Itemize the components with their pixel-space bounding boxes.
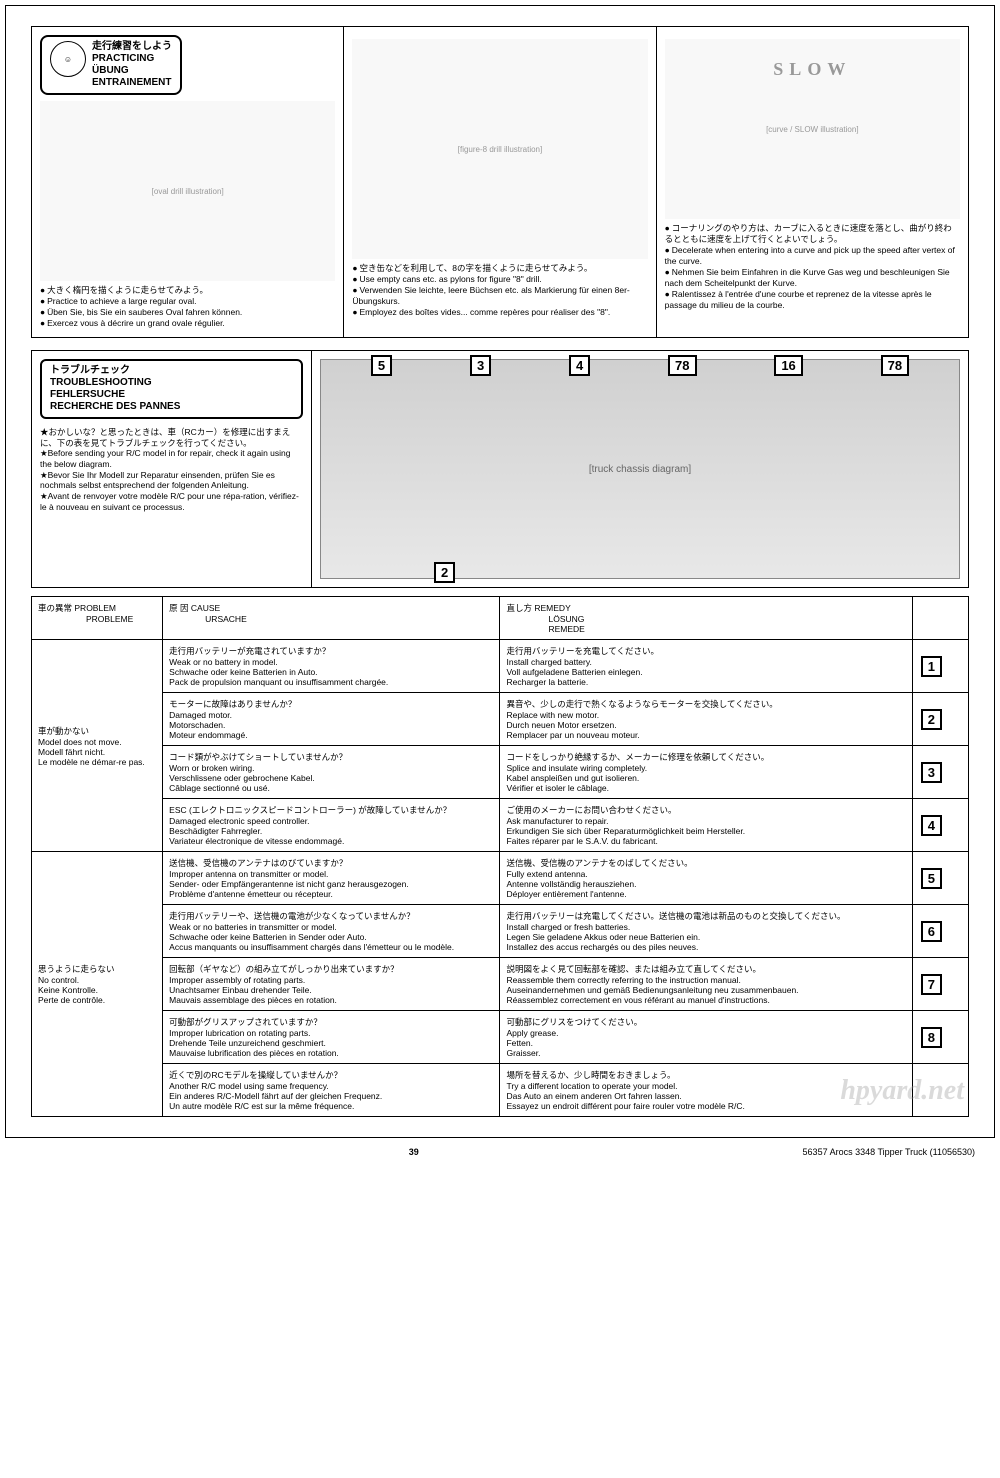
practice-fr: ENTRAINEMENT (92, 77, 172, 89)
boy-icon: ☺ (50, 41, 86, 77)
remedy-cell: 可動部にグリスをつけてください。Apply grease.Fetten.Grai… (500, 1011, 912, 1064)
remedy-cell: 走行用バッテリーは充電してください。送信機の電池は新品のものと交換してください。… (500, 905, 912, 958)
cause-cell: コード類がやぶけてショートしていませんか？Worn or broken wiri… (163, 746, 500, 799)
num-cell: 4 (912, 799, 968, 852)
num-cell (912, 1064, 968, 1117)
practice-jp: 走行練習をしよう (92, 41, 172, 53)
oval-drill-drawing: [oval drill illustration] (40, 101, 335, 281)
table-row: 車が動かないModel does not move.Modell fährt n… (32, 640, 969, 693)
cause-cell: 可動部がグリスアップされていますか？Improper lubrication o… (163, 1011, 500, 1064)
th-remedy: 直し方 REMEDY LÖSUNG REMEDE (500, 597, 912, 640)
num-cell: 5 (912, 852, 968, 905)
remedy-cell: 異音や、少しの走行で熱くなるようならモーターを交換してください。Replace … (500, 693, 912, 746)
footer: 39 56357 Arocs 3348 Tipper Truck (110565… (0, 1143, 1000, 1167)
num-cell: 7 (912, 958, 968, 1011)
troubleshoot-section: トラブルチェック TROUBLESHOOTING FEHLERSUCHE REC… (31, 350, 969, 588)
num-cell: 6 (912, 905, 968, 958)
num-cell: 2 (912, 693, 968, 746)
chassis-drawing: [truck chassis diagram] (320, 359, 960, 579)
curve-drawing: SLOW [curve / SLOW illustration] (665, 39, 960, 219)
cause-cell: ESC (エレクトロニックスピードコントローラー) が故障していませんか？Dam… (163, 799, 500, 852)
cause-cell: 走行用バッテリーや、送信機の電池が少なくなっていませんか？Weak or no … (163, 905, 500, 958)
troubleshoot-header: トラブルチェック TROUBLESHOOTING FEHLERSUCHE REC… (40, 359, 303, 419)
table-row: モーターに故障はありませんか？Damaged motor.Motorschade… (32, 693, 969, 746)
practice-header: ☺ 走行練習をしよう PRACTICING ÜBUNG ENTRAINEMENT (40, 35, 182, 95)
troubleshoot-table: 車の異常 PROBLEM PROBLEME 原 因 CAUSE URSACHE … (31, 596, 969, 1117)
remedy-cell: 場所を替えるか、少し時間をおきましょう。Try a different loca… (500, 1064, 912, 1117)
slow-text: SLOW (773, 59, 851, 80)
cause-cell: 走行用バッテリーが充電されていますか？Weak or no battery in… (163, 640, 500, 693)
figure8-drawing: [figure-8 drill illustration] (352, 39, 647, 259)
table-row: 可動部がグリスアップされていますか？Improper lubrication o… (32, 1011, 969, 1064)
num-cell: 1 (912, 640, 968, 693)
remedy-cell: 説明図をよく見て回転部を確認、または組み立て直してください。Reassemble… (500, 958, 912, 1011)
table-row: コード類がやぶけてショートしていませんか？Worn or broken wiri… (32, 746, 969, 799)
troubleshoot-intro: ★おかしいな？と思ったときは、車（RCカー）を修理に出すまえに、下の表を見てトラ… (32, 427, 311, 520)
table-row: 近くで別のRCモデルを操縦していませんか？Another R/C model u… (32, 1064, 969, 1117)
col2-bullets: 空き缶などを利用して、8の字を描くように走らせてみよう。 Use empty c… (352, 263, 647, 318)
remedy-cell: 送信機、受信機のアンテナをのばしてください。Fully extend anten… (500, 852, 912, 905)
th-problem: 車の異常 PROBLEM PROBLEME (32, 597, 163, 640)
practice-en: PRACTICING (92, 53, 172, 65)
practice-de: ÜBUNG (92, 65, 172, 77)
practice-section: ☺ 走行練習をしよう PRACTICING ÜBUNG ENTRAINEMENT… (31, 26, 969, 338)
callout-bottom: 2 (432, 562, 457, 583)
table-row: ESC (エレクトロニックスピードコントローラー) が故障していませんか？Dam… (32, 799, 969, 852)
cause-cell: 回転部（ギヤなど）の組み立てがしっかり出来ていますか？Improper asse… (163, 958, 500, 1011)
cause-cell: 送信機、受信機のアンテナはのびていますか？Improper antenna on… (163, 852, 500, 905)
cause-cell: モーターに故障はありませんか？Damaged motor.Motorschade… (163, 693, 500, 746)
th-cause: 原 因 CAUSE URSACHE (163, 597, 500, 640)
remedy-cell: 走行用バッテリーを充電してください。Install charged batter… (500, 640, 912, 693)
num-cell: 3 (912, 746, 968, 799)
col3-bullets: コーナリングのやり方は、カーブに入るときに速度を落とし、曲がり終わるとともに速度… (665, 223, 960, 311)
problem-cell: 車が動かないModel does not move.Modell fährt n… (32, 640, 163, 852)
num-cell: 8 (912, 1011, 968, 1064)
remedy-cell: コードをしっかり絶縁するか、メーカーに修理を依頼してください。Splice an… (500, 746, 912, 799)
remedy-cell: ご使用のメーカーにお問い合わせください。Ask manufacturer to … (500, 799, 912, 852)
page-number: 39 (25, 1147, 803, 1157)
table-row: 回転部（ギヤなど）の組み立てがしっかり出来ていますか？Improper asse… (32, 958, 969, 1011)
col1-bullets: 大きく楕円を描くように走らせてみよう。 Practice to achieve … (40, 285, 335, 329)
footer-ref: 56357 Arocs 3348 Tipper Truck (11056530) (803, 1147, 975, 1157)
problem-cell: 思うように走らないNo control.Keine Kontrolle.Pert… (32, 852, 163, 1117)
table-row: 走行用バッテリーや、送信機の電池が少なくなっていませんか？Weak or no … (32, 905, 969, 958)
cause-cell: 近くで別のRCモデルを操縦していませんか？Another R/C model u… (163, 1064, 500, 1117)
table-row: 思うように走らないNo control.Keine Kontrolle.Pert… (32, 852, 969, 905)
callouts-top: 5 3 4 78 16 78 (332, 355, 948, 376)
